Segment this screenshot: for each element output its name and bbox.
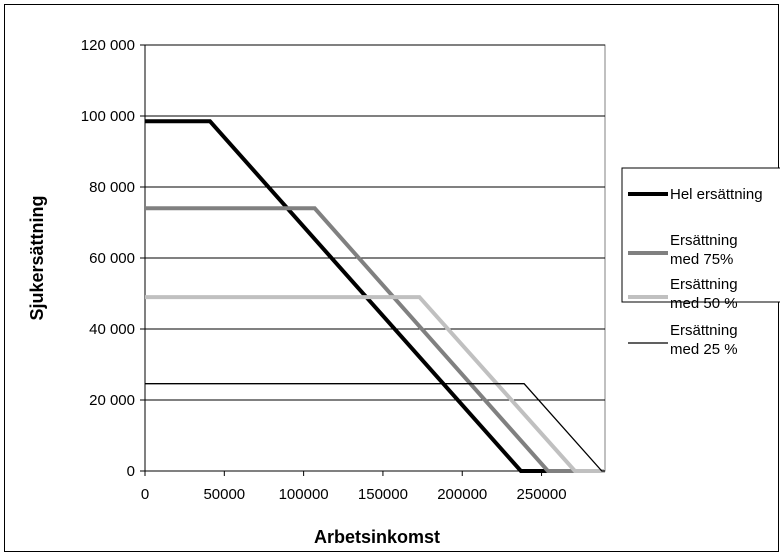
line-chart: 0 20 000 40 000 60 000 80 000 100 000 120 000 0… xyxy=(27,37,780,547)
y-tick-label: 20 000 xyxy=(89,392,135,409)
x-tick-label: 200000 xyxy=(437,486,487,503)
legend-label: Ersättning med 50 % xyxy=(670,276,738,312)
y-tick-label: 80 000 xyxy=(89,179,135,196)
legend-label: Hel ersättning xyxy=(670,186,763,203)
legend-label: Ersättning med 75% xyxy=(670,232,738,268)
x-tick-label: 100000 xyxy=(279,486,329,503)
x-tick-label: 250000 xyxy=(517,486,567,503)
y-axis-title: Sjukersättning xyxy=(27,195,47,320)
y-tick-label: 0 xyxy=(127,463,135,480)
y-tick-label: 60 000 xyxy=(89,250,135,267)
x-tick-label: 0 xyxy=(141,486,149,503)
x-tick-label: 150000 xyxy=(358,486,408,503)
x-axis-title: Arbetsinkomst xyxy=(314,527,440,547)
y-tick-label: 120 000 xyxy=(81,37,135,54)
y-tick-label: 100 000 xyxy=(81,108,135,125)
series-line xyxy=(145,383,605,472)
legend-label: Ersättning med 25 % xyxy=(670,322,738,358)
y-tick-label: 40 000 xyxy=(89,321,135,338)
x-tick-label: 50000 xyxy=(203,486,245,503)
legend-box xyxy=(621,167,780,303)
chart-area: 0 20 000 40 000 60 000 80 000 100 000 120 000 0… xyxy=(4,4,780,552)
